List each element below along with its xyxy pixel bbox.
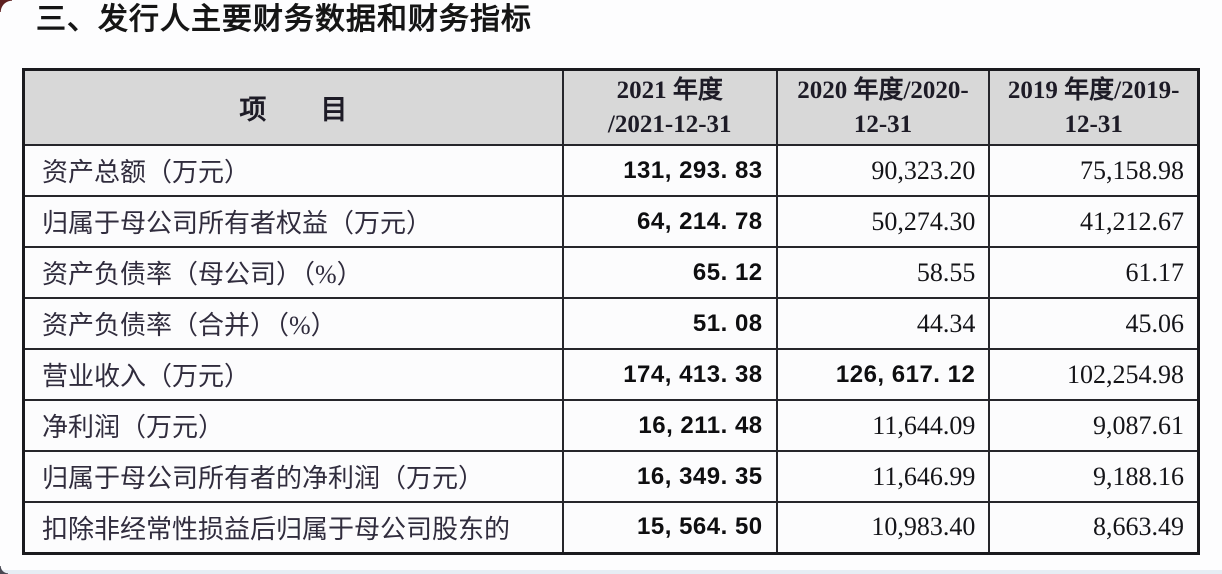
row-label: 扣除非经常性损益后归属于母公司股东的 bbox=[22, 501, 564, 554]
value-2020: 11,646.99 bbox=[775, 450, 991, 503]
value-2020: 58.55 bbox=[775, 246, 991, 299]
value-2021: 174, 413. 38 bbox=[561, 348, 778, 401]
header-year-2021: 2021 年度 /2021-12-31 bbox=[561, 68, 778, 146]
row-label: 净利润（万元） bbox=[22, 399, 564, 452]
header-2021-line1: 2021 年度 bbox=[616, 76, 723, 104]
value-2019: 9,188.16 bbox=[988, 450, 1200, 503]
table-row-parent-equity: 归属于母公司所有者权益（万元） 64, 214. 78 50,274.30 41… bbox=[22, 195, 1200, 248]
row-label: 归属于母公司所有者的净利润（万元） bbox=[22, 450, 564, 503]
value-2021: 64, 214. 78 bbox=[561, 195, 778, 248]
row-label: 资产负债率（母公司）（%） bbox=[22, 246, 564, 299]
value-2020: 10,983.40 bbox=[775, 501, 991, 554]
row-label: 资产负债率（合并）（%） bbox=[22, 297, 564, 350]
table-row-debt-ratio-parent: 资产负债率（母公司）（%） 65. 12 58.55 61.17 bbox=[22, 246, 1200, 299]
corner-accent-bottom-left bbox=[0, 566, 8, 574]
table-row-parent-net-profit: 归属于母公司所有者的净利润（万元） 16, 349. 35 11,646.99 … bbox=[22, 450, 1200, 503]
financial-data-table: 项 目 2021 年度 /2021-12-31 2020 年度/2020- 12… bbox=[22, 68, 1200, 555]
row-label: 营业收入（万元） bbox=[22, 348, 564, 401]
value-2019: 8,663.49 bbox=[988, 501, 1200, 554]
value-2020: 44.34 bbox=[775, 297, 991, 350]
value-2021: 131, 293. 83 bbox=[561, 144, 778, 197]
header-item-column: 项 目 bbox=[22, 68, 564, 146]
value-2020: 90,323.20 bbox=[775, 144, 991, 197]
header-2021-line2: /2021-12-31 bbox=[607, 110, 732, 138]
value-2019: 41,212.67 bbox=[988, 195, 1200, 248]
row-label: 归属于母公司所有者权益（万元） bbox=[22, 195, 564, 248]
header-year-2019: 2019 年度/2019- 12-31 bbox=[988, 68, 1200, 146]
header-year-2020: 2020 年度/2020- 12-31 bbox=[775, 68, 991, 146]
value-2021: 16, 211. 48 bbox=[561, 399, 778, 452]
table-row-debt-ratio-consolidated: 资产负债率（合并）（%） 51. 08 44.34 45.06 bbox=[22, 297, 1200, 350]
value-2020: 126, 617. 12 bbox=[775, 348, 991, 401]
value-2019: 45.06 bbox=[988, 297, 1200, 350]
value-2019: 102,254.98 bbox=[988, 348, 1200, 401]
value-2021: 51. 08 bbox=[561, 297, 778, 350]
table-row-operating-revenue: 营业收入（万元） 174, 413. 38 126, 617. 12 102,2… bbox=[22, 348, 1200, 401]
table-row-net-profit: 净利润（万元） 16, 211. 48 11,644.09 9,087.61 bbox=[22, 399, 1200, 452]
corner-accent-top-left bbox=[0, 0, 12, 12]
table-body: 资产总额（万元） 131, 293. 83 90,323.20 75,158.9… bbox=[22, 144, 1200, 554]
value-2020: 11,644.09 bbox=[775, 399, 991, 452]
header-2019-line1: 2019 年度/2019- bbox=[1007, 76, 1180, 104]
value-2021: 16, 349. 35 bbox=[561, 450, 778, 503]
value-2019: 75,158.98 bbox=[988, 144, 1200, 197]
table-row-non-recurring-deducted-profit: 扣除非经常性损益后归属于母公司股东的 15, 564. 50 10,983.40… bbox=[22, 501, 1200, 554]
section-title: 三、发行人主要财务数据和财务指标 bbox=[36, 3, 532, 36]
header-2020-line2: 12-31 bbox=[853, 110, 913, 138]
value-2020: 50,274.30 bbox=[775, 195, 991, 248]
header-row: 项 目 2021 年度 /2021-12-31 2020 年度/2020- 12… bbox=[22, 68, 1200, 146]
header-2019-line2: 12-31 bbox=[1064, 110, 1123, 138]
page-bottom-edge bbox=[0, 570, 1222, 574]
value-2019: 61.17 bbox=[988, 246, 1200, 299]
row-label: 资产总额（万元） bbox=[22, 144, 564, 197]
table-row-total-assets: 资产总额（万元） 131, 293. 83 90,323.20 75,158.9… bbox=[22, 144, 1200, 197]
header-2020-line1: 2020 年度/2020- bbox=[797, 76, 969, 104]
value-2021: 65. 12 bbox=[561, 246, 778, 299]
value-2019: 9,087.61 bbox=[988, 399, 1200, 452]
table-header: 项 目 2021 年度 /2021-12-31 2020 年度/2020- 12… bbox=[22, 68, 1200, 146]
value-2021: 15, 564. 50 bbox=[561, 501, 778, 554]
